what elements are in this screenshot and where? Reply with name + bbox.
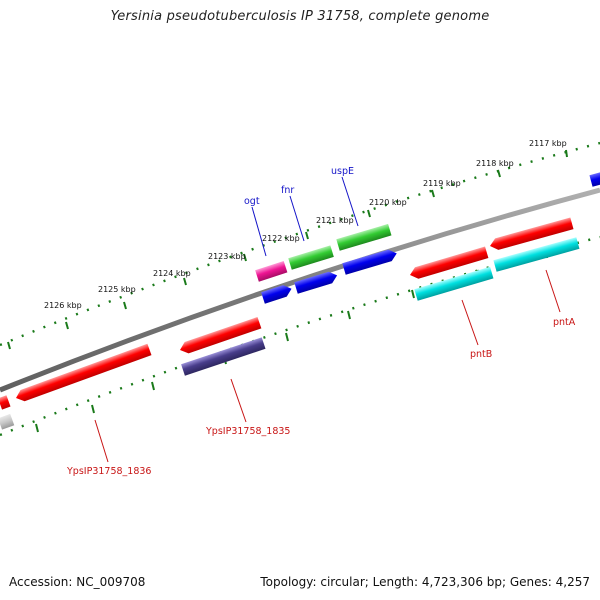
gene-label-fnr: fnr [281, 185, 294, 196]
gene-pntB[interactable] [408, 246, 489, 281]
scale-label-2126: 2126 kbp [44, 301, 82, 310]
footer-stats: Topology: circular; Length: 4,723,306 bp… [260, 575, 590, 589]
map-title: Yersinia pseudotuberculosis IP 31758, co… [110, 9, 490, 24]
gene-label-pntB: pntB [470, 349, 492, 360]
scale-label-2122: 2122 kbp [262, 234, 300, 243]
footer-accession: Accession: NC_009708 [9, 575, 146, 589]
scale-label-2123: 2123 kbp [208, 252, 246, 261]
scale-label-2125: 2125 kbp [98, 285, 136, 294]
scale-label-2119: 2119 kbp [423, 179, 461, 188]
gene-ogt[interactable] [255, 261, 288, 282]
gene-offscreen-reverse[interactable] [0, 395, 11, 410]
gene-label-uspE: uspE [331, 166, 354, 177]
gene-fnr[interactable] [288, 245, 334, 270]
gene-label-ogt: ogt [244, 196, 260, 207]
scale-label-2118: 2118 kbp [476, 159, 514, 168]
label-leaders [94, 176, 561, 463]
gene-pntA-cds[interactable] [493, 237, 580, 272]
gene-uspE-orf[interactable] [342, 248, 398, 275]
genome-backbone [0, 187, 600, 393]
gene-offscreen-reverse-cds[interactable] [0, 413, 15, 430]
gene-YpsIP31758_1836[interactable] [14, 343, 152, 404]
gene-label-pntA: pntA [553, 317, 576, 328]
scale-label-2120: 2120 kbp [369, 198, 407, 207]
scale-label-2117: 2117 kbp [529, 139, 567, 148]
gene-YpsIP31758_1835-cds[interactable] [181, 337, 266, 376]
scale-label-2121: 2121 kbp [316, 216, 354, 225]
gene-YpsIP31758_1835[interactable] [178, 316, 262, 356]
gene-ogt-orf[interactable] [261, 283, 293, 304]
reverse-features [0, 217, 580, 430]
outer-major-ticks [7, 149, 568, 350]
gene-label-YpsIP31758_1836: YpsIP31758_1836 [66, 466, 151, 477]
gene-pntB-cds[interactable] [414, 266, 494, 301]
forward-features [255, 171, 600, 304]
gene-pntA[interactable] [488, 217, 574, 252]
gene-uspE[interactable] [336, 223, 392, 251]
gene-offscreen-forward[interactable] [589, 171, 600, 187]
scale-label-2124: 2124 kbp [153, 269, 191, 278]
gene-label-YpsIP31758_1835: YpsIP31758_1835 [205, 426, 290, 437]
gene-fnr-orf[interactable] [294, 270, 339, 294]
